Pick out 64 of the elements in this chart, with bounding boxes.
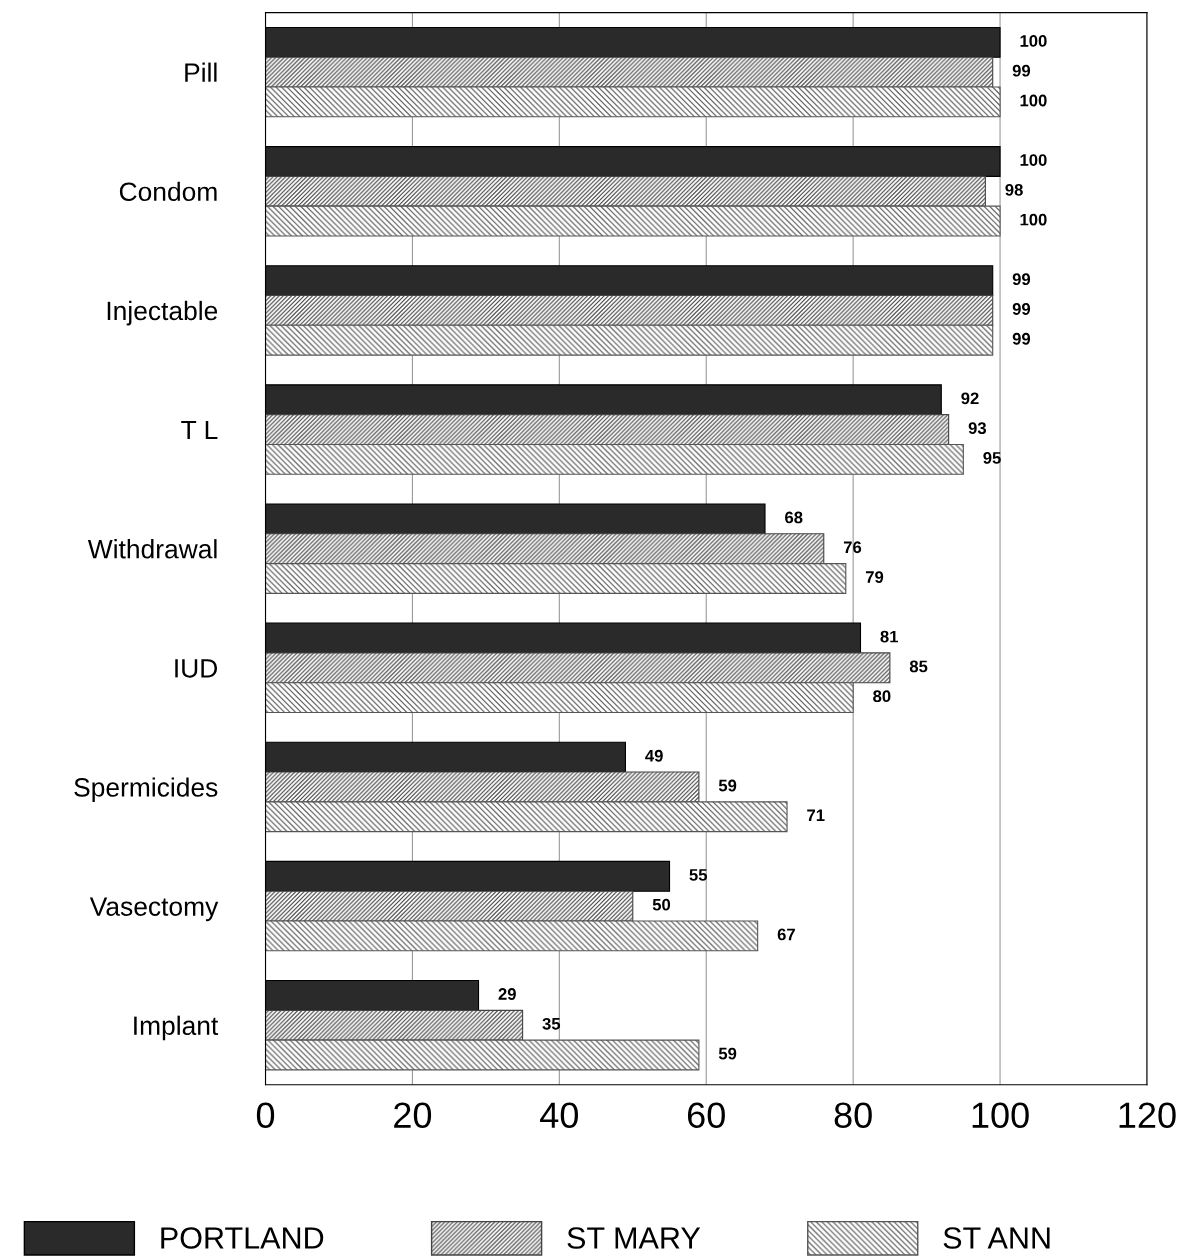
x-tick-label: 20 (394, 1102, 432, 1128)
data-label: 100 (1020, 213, 1047, 226)
data-label: 71 (807, 809, 825, 822)
data-label: 99 (1012, 332, 1031, 345)
bar (265, 652, 891, 684)
bar (265, 890, 634, 922)
data-label: 100 (1020, 35, 1047, 47)
y-tick-label: Pill (185, 62, 217, 82)
bar (265, 56, 994, 88)
y-tick-label: Condom (119, 181, 217, 202)
bar (265, 801, 788, 833)
x-tick-label: 120 (1119, 1102, 1176, 1128)
bar (265, 175, 986, 207)
x-tick-label: 40 (540, 1102, 578, 1128)
y-tick-label: Withdrawal (87, 539, 217, 559)
data-label: 35 (542, 1017, 561, 1030)
data-label: 67 (777, 928, 795, 941)
data-label: 59 (718, 779, 737, 792)
bar (265, 205, 1001, 237)
bar (265, 1039, 700, 1071)
bar (265, 920, 759, 952)
bar (265, 443, 964, 475)
data-label: 99 (1012, 273, 1031, 286)
bar (265, 324, 994, 356)
data-label: 80 (873, 690, 891, 703)
x-tick-label: 60 (687, 1102, 725, 1128)
legend-label: ST MARY (567, 1227, 701, 1249)
data-label: 68 (785, 511, 803, 524)
y-tick-label: Injectable (107, 300, 218, 326)
data-label: 29 (498, 988, 516, 1000)
data-label: 100 (1020, 154, 1047, 166)
data-label: 81 (880, 630, 899, 643)
data-label: 93 (968, 422, 987, 435)
bar (265, 86, 1001, 118)
y-tick-label: Vasectomy (89, 897, 219, 922)
data-label: 79 (865, 571, 884, 583)
data-label: 50 (652, 898, 671, 911)
legend-label: ST ANN (943, 1227, 1050, 1249)
bar (265, 771, 700, 803)
data-label: 99 (1012, 303, 1031, 315)
y-tick-label: IUD (175, 659, 218, 678)
y-tick-label: T L (181, 420, 218, 440)
bar (265, 1009, 524, 1041)
data-label: 55 (689, 869, 708, 881)
data-label: 100 (1020, 94, 1047, 107)
x-tick-label: 100 (972, 1102, 1029, 1128)
legend-label: PORTLAND (161, 1227, 324, 1249)
data-label: 76 (843, 541, 862, 554)
bar (265, 414, 950, 445)
data-label: 95 (983, 452, 1001, 464)
data-label: 59 (718, 1047, 737, 1060)
data-label: 85 (909, 660, 928, 673)
y-tick-label: Implant (134, 1015, 219, 1041)
bar (265, 682, 854, 714)
data-label: 49 (645, 749, 663, 762)
data-label: 99 (1012, 64, 1031, 77)
bar (265, 533, 825, 565)
x-tick-label: 0 (256, 1102, 275, 1128)
bar (265, 294, 994, 326)
x-tick-label: 80 (834, 1102, 872, 1128)
data-label: 98 (1005, 183, 1023, 196)
bar (265, 563, 847, 594)
y-tick-label: Spermicides (74, 777, 218, 802)
data-label: 92 (961, 392, 979, 405)
